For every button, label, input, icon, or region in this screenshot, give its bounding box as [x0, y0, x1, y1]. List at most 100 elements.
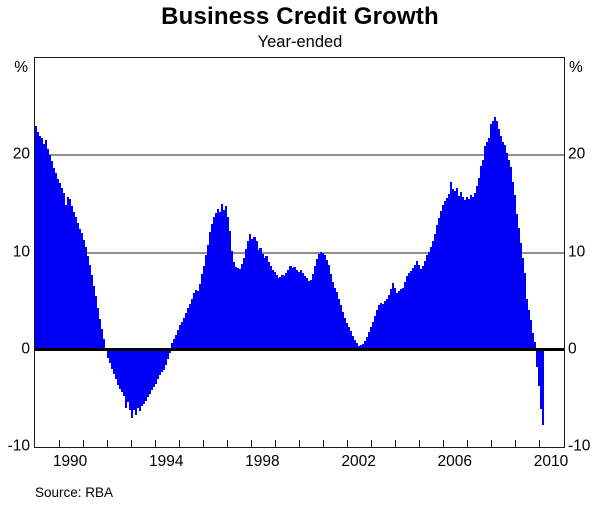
bar [63, 193, 66, 350]
bar [401, 287, 404, 350]
bar [417, 265, 420, 350]
x-axis-label-2010: 2010 [533, 453, 569, 470]
x-tick-1991 [82, 440, 84, 447]
bar [229, 231, 232, 350]
gridline-20 [35, 154, 564, 157]
bar [115, 349, 118, 379]
bar [97, 307, 100, 350]
bar [381, 304, 384, 350]
bar [71, 205, 74, 350]
bar [345, 322, 348, 350]
x-tick-1993 [130, 440, 132, 447]
bar [531, 333, 535, 350]
x-tick-1994 [154, 440, 156, 447]
bar [221, 203, 224, 350]
bar [131, 349, 134, 418]
bar [373, 315, 376, 350]
bar [103, 339, 106, 350]
gridline-10 [35, 251, 564, 254]
bar [249, 234, 252, 350]
bar [275, 274, 278, 350]
bar [379, 303, 382, 350]
bar [467, 199, 470, 350]
bar [159, 349, 162, 376]
source-note: Source: RBA [35, 485, 114, 500]
y-axis-label-left--10: -10 [7, 437, 30, 455]
x-tick-2003 [371, 440, 373, 447]
x-tick-2010 [539, 440, 541, 447]
bar [495, 121, 498, 350]
bar [139, 349, 142, 412]
x-axis-label-1990: 1990 [52, 453, 88, 470]
x-axis-label-1998: 1998 [245, 453, 280, 470]
x-tick-1999 [274, 440, 276, 447]
x-tick-1996 [202, 440, 204, 447]
bar [251, 238, 254, 350]
bar [67, 197, 70, 350]
bar [171, 342, 174, 350]
bar [395, 293, 398, 350]
bar [75, 217, 78, 350]
bar [325, 260, 328, 350]
bar [107, 349, 110, 358]
bar [433, 234, 436, 350]
bar [423, 261, 426, 350]
bar [85, 246, 88, 350]
bar [39, 135, 42, 350]
bar [349, 331, 352, 350]
x-tick-1997 [226, 440, 228, 447]
bar [405, 275, 408, 350]
bar [359, 344, 362, 350]
bar [143, 349, 146, 405]
bar [327, 265, 330, 350]
bar [455, 188, 458, 350]
bar [481, 160, 484, 350]
x-tick-2006 [443, 440, 445, 447]
chart-title: Business Credit Growth [161, 3, 439, 30]
bar [361, 343, 364, 350]
bar [409, 270, 412, 350]
bar [151, 349, 154, 390]
x-tick-1998 [250, 440, 252, 447]
bar [541, 349, 545, 425]
bar [449, 182, 452, 350]
x-tick-2004 [395, 440, 397, 447]
bar [307, 280, 310, 350]
bar [469, 195, 472, 350]
bar [35, 126, 38, 350]
x-tick-2001 [323, 440, 325, 447]
bar [161, 349, 164, 373]
bar [497, 128, 500, 350]
bar [69, 199, 72, 350]
bar [421, 266, 424, 350]
bar [415, 261, 418, 350]
bar [491, 121, 494, 350]
bar [509, 166, 512, 350]
bar [59, 183, 62, 350]
bar [533, 341, 537, 350]
bar [519, 242, 522, 350]
x-tick-1995 [178, 440, 180, 447]
bar [89, 265, 92, 350]
bar [215, 212, 218, 350]
bar [427, 251, 430, 350]
bar [211, 224, 214, 350]
bar [393, 288, 396, 350]
bar [117, 349, 120, 385]
y-axis-label-right-0: 0 [568, 340, 577, 357]
bar [173, 339, 176, 350]
bar [193, 293, 196, 350]
bar [157, 349, 160, 379]
bar [505, 153, 508, 350]
bar [305, 277, 308, 350]
bar [411, 268, 414, 350]
bar [261, 254, 264, 350]
bar [47, 149, 50, 350]
bar [195, 290, 198, 350]
bar [517, 228, 520, 350]
x-tick-2005 [419, 440, 421, 447]
bar [525, 299, 529, 350]
bar [231, 250, 234, 350]
bar [483, 145, 486, 350]
bar [355, 342, 358, 350]
